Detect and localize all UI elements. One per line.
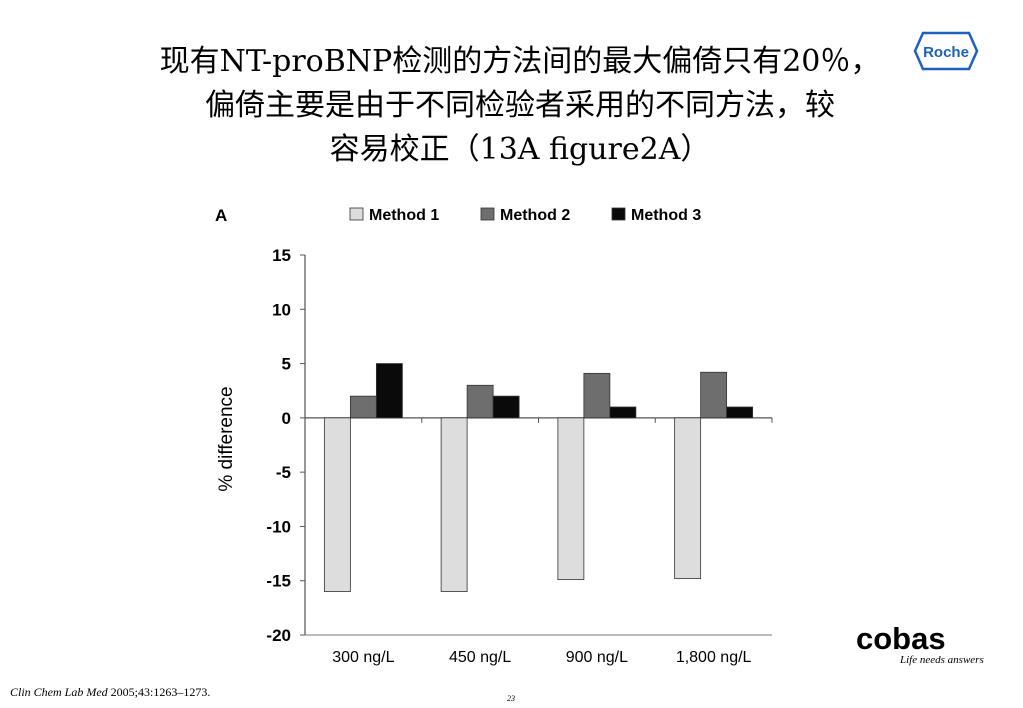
panel-label: A <box>215 206 227 225</box>
title-line-3: 容易校正（13A figure2A） <box>329 132 711 167</box>
legend-swatch <box>349 207 364 221</box>
bar-3 <box>726 406 754 419</box>
bar-1 <box>557 417 585 581</box>
bar-2 <box>583 372 611 419</box>
chart-bars <box>323 363 754 592</box>
y-tick-label: 10 <box>272 300 291 319</box>
legend-label: Method 1 <box>369 207 439 224</box>
legend-label: Method 2 <box>500 207 570 224</box>
page-number: 23 <box>507 694 515 703</box>
x-tick-label: 900 ng/L <box>566 649 628 666</box>
bar-3 <box>609 406 637 419</box>
legend-swatch <box>611 207 626 221</box>
y-tick-label: 5 <box>282 355 291 374</box>
roche-logo: Roche <box>913 31 979 71</box>
cobas-logo-text: cobas <box>856 621 946 656</box>
cobas-tagline: Life needs answers <box>900 654 984 666</box>
x-tick-label: 450 ng/L <box>449 649 511 666</box>
bar-3 <box>492 395 520 419</box>
bar-2 <box>700 371 728 419</box>
chart-legend: Method 1 Method 2 Method 3 <box>349 207 701 224</box>
title-line-2: 偏倚主要是由于不同检验者采用的不同方法，较 <box>205 88 835 123</box>
bar-2 <box>466 384 494 419</box>
bar-1 <box>440 417 468 592</box>
roche-logo-text: Roche <box>923 44 969 61</box>
bar-1 <box>674 417 702 579</box>
y-tick-label: 15 <box>272 246 291 265</box>
bar-3 <box>375 363 403 419</box>
x-tick-label: 300 ng/L <box>332 649 394 666</box>
bar-chart: Method 1 Method 2 Method 3 15 10 5 0 -5 -10 -15 -… <box>215 206 773 666</box>
title-line-1: 现有NT-proBNP检测的方法间的最大偏倚只有20％， <box>159 44 881 79</box>
bar-1 <box>323 417 351 592</box>
y-tick-label: -20 <box>266 626 291 645</box>
y-tick-label: -5 <box>276 463 291 482</box>
legend-label: Method 3 <box>631 207 701 224</box>
citation: Clin Chem Lab Med 2005;43:1263–1273. <box>10 685 210 700</box>
citation-journal: Clin Chem Lab Med <box>10 685 108 699</box>
y-axis-label: % difference <box>216 386 237 491</box>
legend-swatch <box>480 207 495 221</box>
x-tick-label: 1,800 ng/L <box>676 649 752 666</box>
citation-details: 2005;43:1263–1273. <box>110 685 211 699</box>
y-tick-label: 0 <box>282 409 291 428</box>
y-tick-label: -15 <box>266 572 291 591</box>
y-tick-label: -10 <box>266 517 291 536</box>
cobas-logo: cobas Life needs answers <box>856 622 986 674</box>
slide-title: 现有NT-proBNP检测的方法间的最大偏倚只有20％， 偏倚主要是由于不同检验… <box>120 40 920 172</box>
bar-2 <box>349 395 377 419</box>
